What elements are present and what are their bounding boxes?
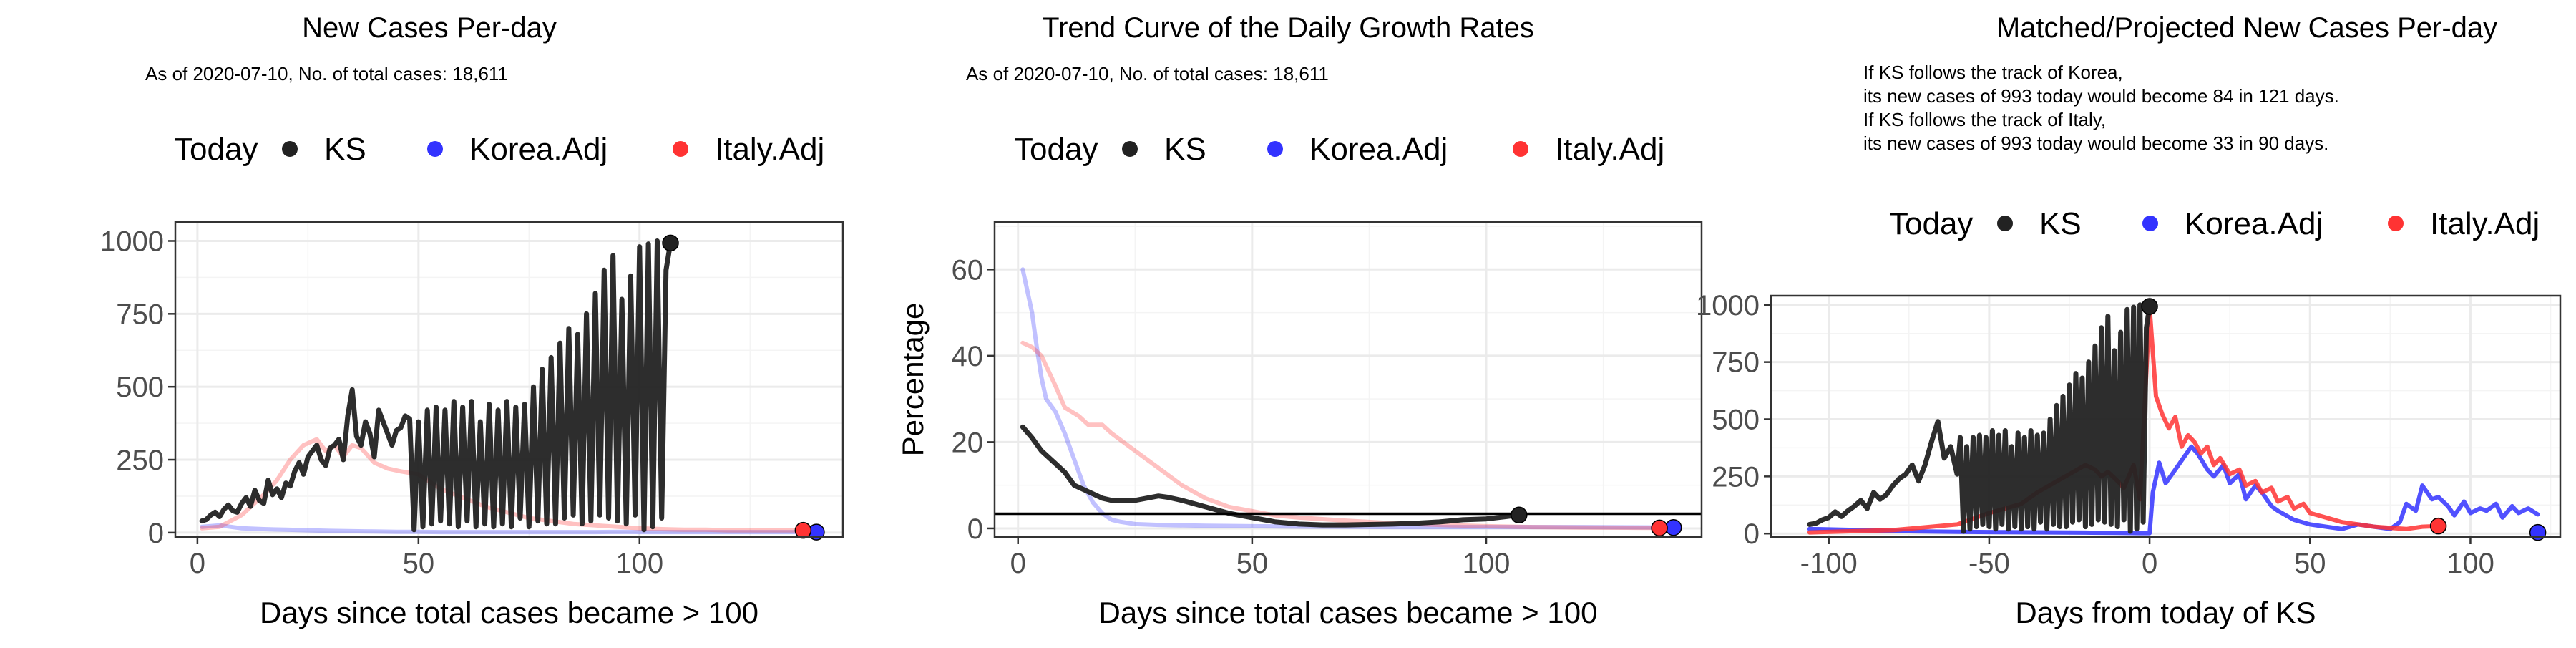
- chart-panel-3: Matched/Projected New Cases Per-day If KS…: [1696, 12, 2562, 629]
- series-line-korea-adj: [200, 523, 819, 535]
- legend: Today KS Korea.Adj Italy.Adj: [1014, 132, 1664, 167]
- plot-frame: [174, 221, 844, 538]
- gridlines: [995, 222, 1702, 537]
- x-tick-label: 0: [2142, 548, 2157, 579]
- legend-key-italy-adj: [2388, 216, 2404, 231]
- x-tick-label: 0: [190, 548, 205, 579]
- data-area: [995, 267, 1702, 531]
- legend-key-ks: [1997, 216, 2013, 231]
- legend-key-italy-adj: [673, 141, 688, 157]
- series-line-ks: [1807, 302, 2152, 534]
- data-area: [1807, 302, 2540, 536]
- y-tick-label: 0: [1744, 518, 1760, 550]
- y-tick-label: 20: [952, 427, 984, 458]
- x-tick-label: 50: [2294, 548, 2326, 579]
- y-tick-label: 1000: [1696, 290, 1760, 321]
- legend-key-italy-adj: [1513, 141, 1528, 157]
- legend-label: KS: [1164, 132, 1206, 167]
- x-axis-title: Days from today of KS: [2015, 596, 2316, 629]
- chart-title: Matched/Projected New Cases Per-day: [1996, 12, 2497, 44]
- today-point-ks: [2141, 298, 2158, 315]
- y-tick-label: 1000: [100, 226, 164, 257]
- today-point-korea-adj: [1664, 518, 1682, 536]
- x-tick-label: 100: [615, 548, 663, 579]
- x-axis-title: Days since total cases became > 100: [1099, 596, 1598, 629]
- today-point-ks: [662, 234, 679, 252]
- x-tick-label: 100: [1463, 548, 1511, 579]
- chart-panel-2: Trend Curve of the Daily Growth Rates As …: [896, 12, 1703, 629]
- legend: Today KS Korea.Adj Italy.Adj: [1889, 206, 2540, 241]
- x-tick-label: 0: [1010, 548, 1026, 579]
- plot-frame: [1770, 294, 2562, 538]
- today-point-italy-adj: [794, 521, 812, 539]
- today-point-italy-adj: [1651, 519, 1668, 537]
- legend-label: KS: [2039, 206, 2082, 241]
- plot-frame: [993, 221, 1703, 538]
- chart-subtitle: As of 2020-07-10, No. of total cases: 18…: [145, 63, 508, 84]
- chart-subtitle: As of 2020-07-10, No. of total cases: 18…: [966, 63, 1329, 84]
- today-point-italy-adj: [2429, 517, 2447, 535]
- chart-subtitle: If KS follows the track of Italy,: [1863, 109, 2106, 130]
- y-tick-label: 500: [116, 372, 164, 403]
- series-line-italy-adj: [1020, 340, 1662, 531]
- y-tick-label: 250: [1712, 461, 1760, 493]
- y-tick-label: 40: [952, 341, 984, 372]
- legend-label: Korea.Adj: [1309, 132, 1448, 167]
- x-tick-label: 100: [2446, 548, 2494, 579]
- chart-panel-1: New Cases Per-day As of 2020-07-10, No. o…: [100, 12, 844, 629]
- today-point-ks: [1511, 506, 1528, 524]
- chart-subtitle: If KS follows the track of Korea,: [1863, 62, 2123, 83]
- series-line-ks: [1020, 424, 1522, 528]
- legend-label: Italy.Adj: [1555, 132, 1664, 167]
- x-tick-label: -50: [1968, 548, 2010, 579]
- legend-label: Korea.Adj: [469, 132, 608, 167]
- legend-title: Today: [1014, 132, 1098, 167]
- y-tick-label: 750: [116, 299, 164, 330]
- legend-label: Italy.Adj: [2430, 206, 2540, 241]
- legend-key-ks: [1122, 141, 1138, 157]
- x-tick-label: 50: [1236, 548, 1269, 579]
- legend-key-korea-adj: [1267, 141, 1283, 157]
- chart-title: New Cases Per-day: [302, 12, 557, 44]
- legend: Today KS Korea.Adj Italy.Adj: [174, 132, 824, 167]
- chart-subtitle: its new cases of 993 today would become …: [1863, 132, 2328, 154]
- legend-key-korea-adj: [427, 141, 443, 157]
- y-tick-label: 500: [1712, 404, 1760, 435]
- data-area: [199, 238, 819, 535]
- y-tick-label: 0: [967, 513, 983, 545]
- legend-label: KS: [324, 132, 366, 167]
- x-axis-title: Days since total cases became > 100: [260, 596, 758, 629]
- y-tick-label: 750: [1712, 347, 1760, 379]
- series-line-ks: [199, 238, 673, 533]
- series-line-korea-adj: [1807, 444, 2540, 536]
- chart-title: Trend Curve of the Daily Growth Rates: [1042, 12, 1534, 44]
- legend-key-korea-adj: [2142, 216, 2158, 231]
- y-tick-label: 60: [952, 254, 984, 286]
- legend-key-ks: [282, 141, 298, 157]
- x-tick-label: 50: [403, 548, 435, 579]
- y-tick-label: 0: [148, 518, 164, 549]
- chart-subtitle: its new cases of 993 today would become …: [1863, 85, 2339, 107]
- x-tick-label: -100: [1800, 548, 1858, 579]
- y-tick-label: 250: [116, 445, 164, 476]
- legend-label: Italy.Adj: [715, 132, 824, 167]
- legend-label: Korea.Adj: [2185, 206, 2323, 241]
- y-axis-title: Percentage: [896, 303, 930, 457]
- today-point-korea-adj: [2529, 523, 2547, 541]
- legend-title: Today: [1889, 206, 1973, 241]
- legend-title: Today: [174, 132, 258, 167]
